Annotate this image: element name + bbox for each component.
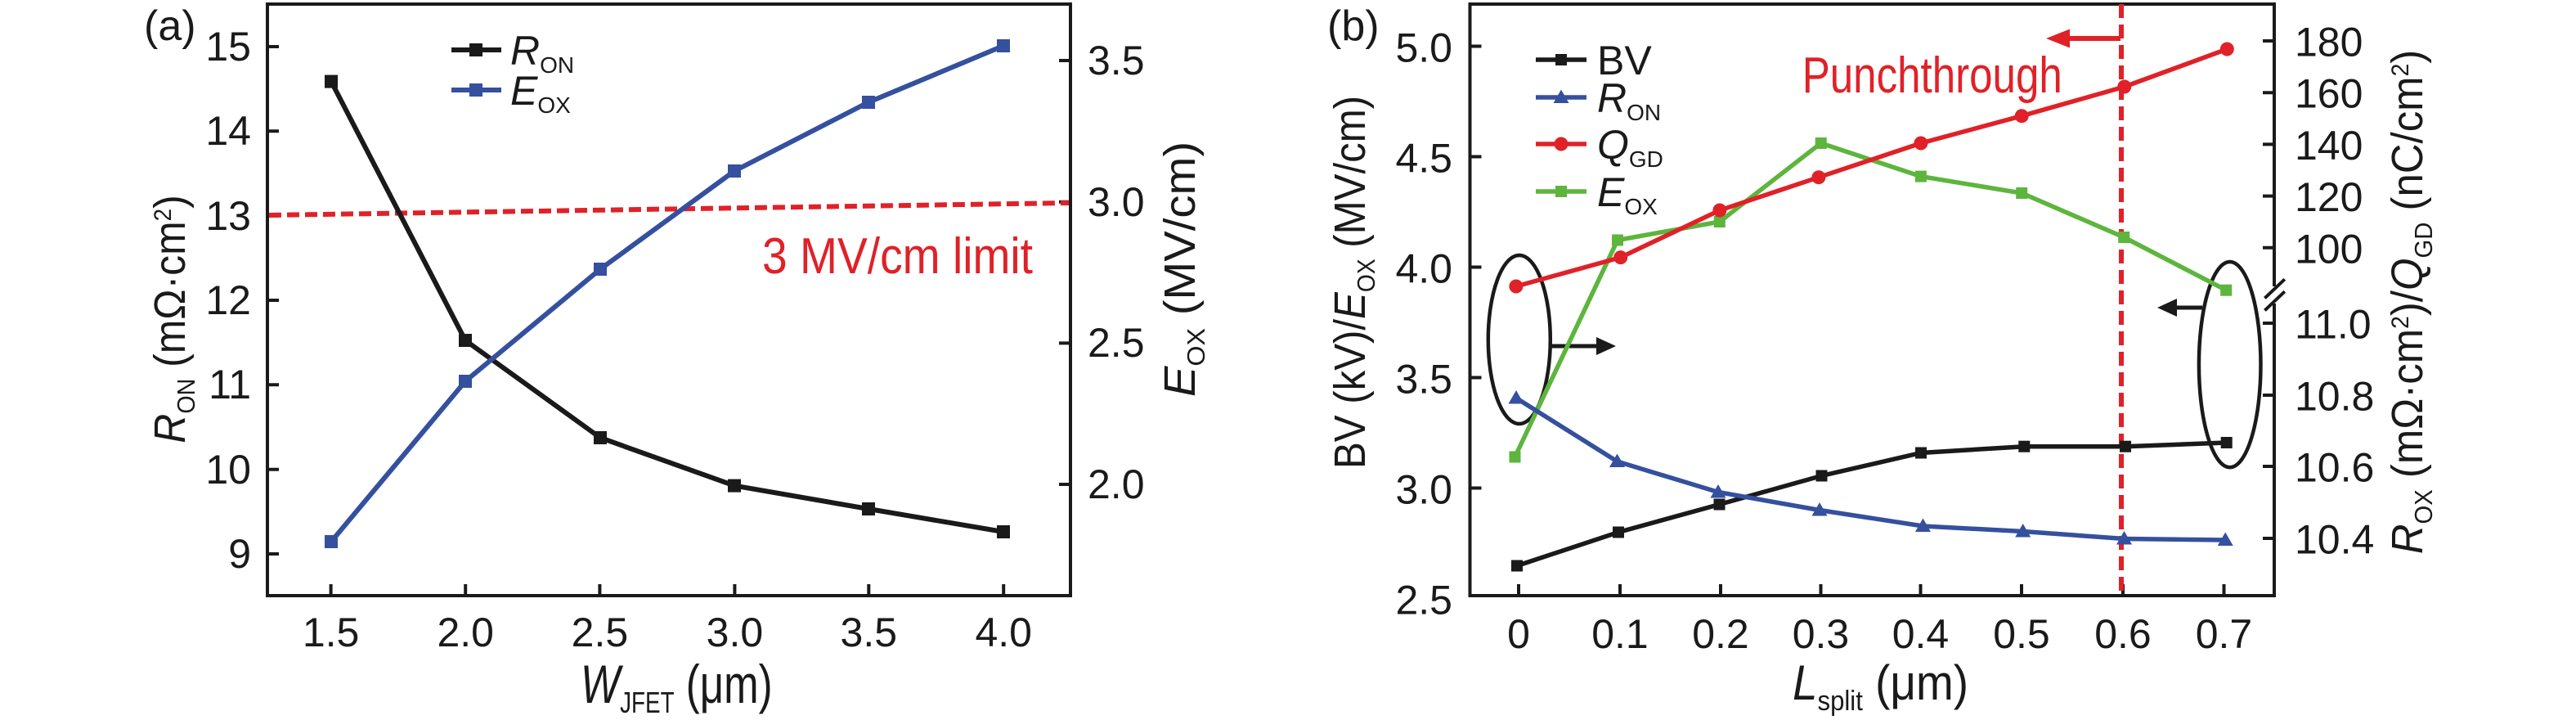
svg-text:11.0: 11.0: [2295, 302, 2372, 348]
svg-text:160: 160: [2295, 71, 2363, 117]
svg-text:140: 140: [2295, 123, 2363, 169]
svg-text:14: 14: [205, 108, 251, 154]
svg-text:3.5: 3.5: [841, 610, 898, 655]
svg-text:10: 10: [205, 447, 251, 493]
svg-text:4.0: 4.0: [1395, 246, 1452, 292]
svg-text:2.0: 2.0: [1088, 461, 1145, 507]
svg-text:180: 180: [2295, 20, 2363, 65]
svg-text:RON (mΩ·cm2): RON (mΩ·cm2): [146, 195, 200, 443]
svg-text:0.2: 0.2: [1692, 611, 1749, 657]
svg-text:0.1: 0.1: [1591, 611, 1649, 657]
svg-text:3.5: 3.5: [1088, 38, 1145, 83]
svg-text:9: 9: [228, 531, 251, 577]
svg-text:0.3: 0.3: [1793, 611, 1850, 657]
svg-text:10.4: 10.4: [2295, 517, 2374, 563]
svg-text:5.0: 5.0: [1395, 25, 1452, 71]
svg-text:0.4: 0.4: [1892, 611, 1950, 657]
svg-text:120: 120: [2295, 174, 2363, 220]
svg-text:Lsplit (μm): Lsplit (μm): [1793, 656, 1968, 717]
svg-text:Punchthrough: Punchthrough: [1802, 47, 2062, 104]
svg-text:EOX (MV/cm): EOX (MV/cm): [1155, 142, 1210, 397]
svg-text:0.5: 0.5: [1993, 611, 2050, 657]
svg-text:3.5: 3.5: [1395, 357, 1452, 403]
svg-text:100: 100: [2295, 226, 2363, 272]
svg-text:3 MV/cm limit: 3 MV/cm limit: [762, 228, 1033, 285]
svg-text:1.5: 1.5: [303, 610, 360, 655]
svg-text:BV: BV: [1597, 38, 1652, 83]
svg-text:12: 12: [205, 277, 251, 323]
svg-text:3.0: 3.0: [1088, 179, 1145, 225]
svg-text:0.7: 0.7: [2196, 611, 2253, 657]
svg-text:BV (kV)/EOX (MV/cm): BV (kV)/EOX (MV/cm): [1325, 96, 1380, 469]
svg-text:ROX (mΩ·cm2)/QGD (nC/cm2): ROX (mΩ·cm2)/QGD (nC/cm2): [2383, 50, 2439, 555]
svg-text:0.6: 0.6: [2094, 611, 2152, 657]
svg-text:11: 11: [209, 362, 251, 407]
svg-text:2.5: 2.5: [1088, 320, 1145, 366]
svg-text:4.5: 4.5: [1395, 136, 1452, 182]
svg-text:2.5: 2.5: [1395, 578, 1452, 623]
svg-text:0: 0: [1507, 611, 1530, 657]
svg-text:10.6: 10.6: [2295, 445, 2374, 491]
svg-text:4.0: 4.0: [975, 610, 1032, 655]
svg-text:(b): (b): [1327, 2, 1380, 50]
svg-text:3.0: 3.0: [1395, 467, 1452, 513]
svg-text:3.0: 3.0: [707, 610, 764, 655]
svg-text:15: 15: [205, 24, 251, 70]
svg-text:(a): (a): [144, 2, 196, 50]
svg-text:13: 13: [205, 193, 251, 239]
svg-text:2.0: 2.0: [437, 610, 494, 655]
svg-text:2.5: 2.5: [572, 610, 629, 655]
svg-text:WJFET (μm): WJFET (μm): [581, 655, 773, 719]
svg-text:10.8: 10.8: [2295, 374, 2374, 420]
